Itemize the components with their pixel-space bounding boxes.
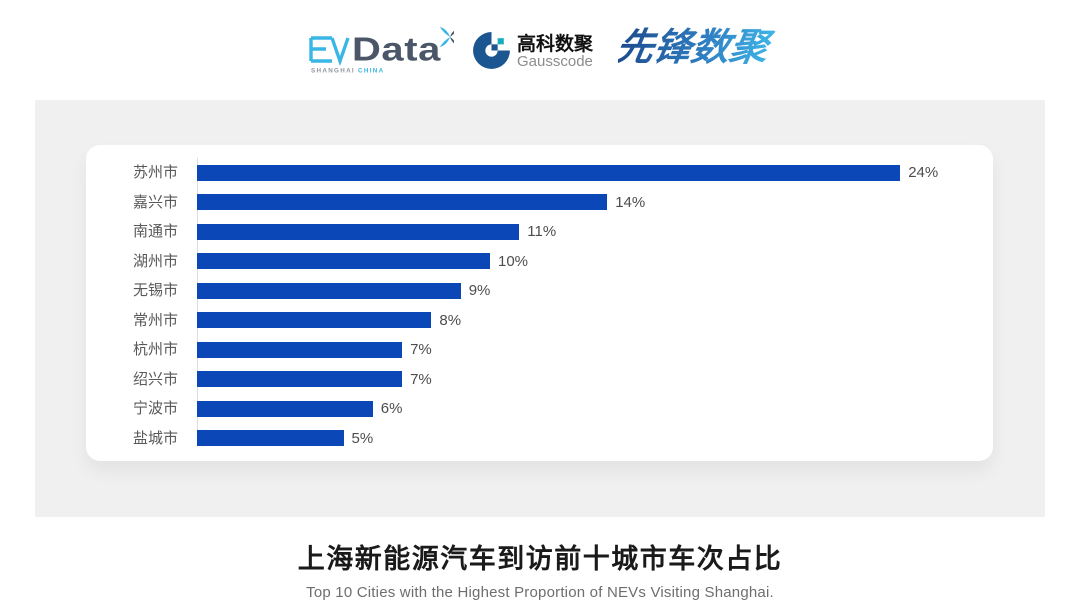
svg-text:先锋数聚: 先锋数聚	[618, 26, 777, 69]
svg-text:高科数聚: 高科数聚	[517, 32, 594, 55]
svg-text:Data: Data	[352, 31, 441, 68]
svg-text:SHANGHAI CHINA: SHANGHAI CHINA	[311, 68, 385, 75]
svg-text:Gausscode: Gausscode	[517, 53, 593, 70]
